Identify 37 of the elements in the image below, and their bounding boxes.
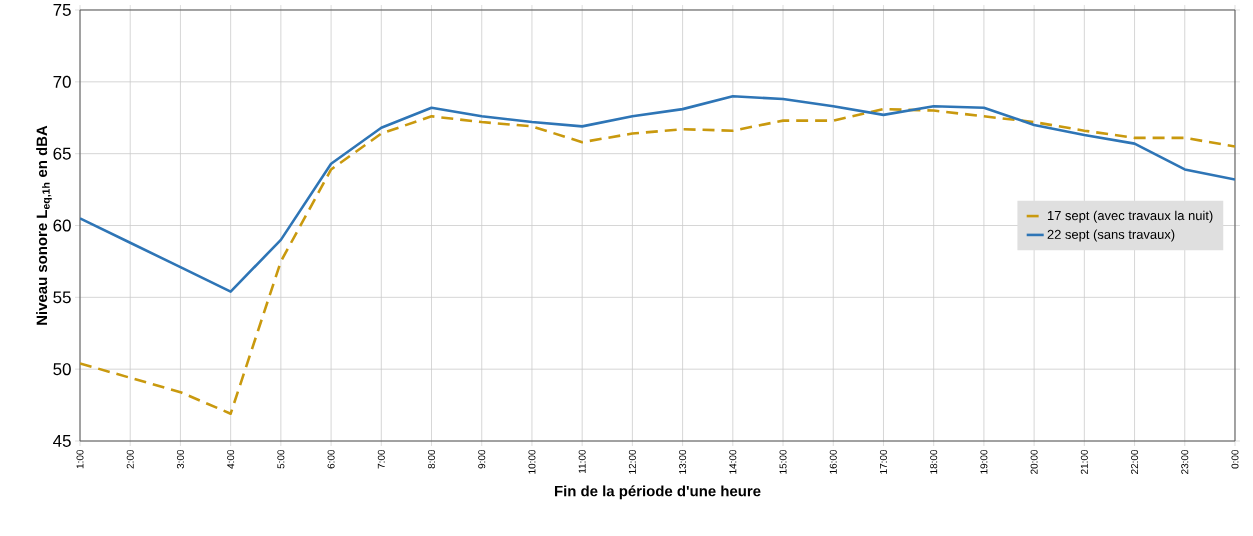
x-tick-label: 5:00	[277, 449, 285, 469]
legend-label: 22 sept (sans travaux)	[1047, 229, 1175, 242]
x-tick-label: 14:00	[729, 449, 737, 474]
x-tick-label: 2:00	[126, 449, 134, 469]
x-tick-label: 8:00	[427, 449, 436, 469]
y-tick-label: 60	[53, 219, 71, 232]
x-tick-label: 15:00	[779, 449, 787, 474]
x-tick-label: 6:00	[327, 449, 335, 469]
y-tick-label: 75	[53, 4, 71, 16]
x-axis-title: Fin de la période d'une heure	[555, 485, 761, 500]
y-tick-label: 65	[53, 147, 71, 160]
x-tick-label: 17:00	[879, 449, 887, 474]
x-tick-label: 23:00	[1181, 449, 1189, 474]
line-series	[80, 107, 1235, 415]
x-tick-label: 11:00	[578, 449, 586, 473]
x-tick-label: 19:00	[980, 449, 988, 474]
x-tick-label: 12:00	[628, 449, 636, 474]
y-axis-title: Niveau sonore L$_{eq,1h}$ en dBA	[36, 125, 52, 325]
x-tick-label: 18:00	[930, 449, 938, 474]
x-tick-label: 22:00	[1131, 449, 1139, 474]
x-tick-label: 9:00	[478, 449, 486, 469]
x-tick-label: 10:00	[528, 449, 536, 474]
y-tick-label: 50	[53, 363, 71, 376]
x-tick-label: 0:00	[1231, 449, 1239, 469]
x-tick-label: 21:00	[1080, 449, 1088, 474]
legend-label: 17 sept (avec travaux la nuit)	[1047, 210, 1213, 223]
y-tick-label: 55	[53, 291, 71, 304]
x-tick-label: 1:00	[76, 449, 84, 469]
x-tick-label: 7:00	[377, 449, 385, 469]
line-series	[80, 94, 1235, 293]
x-tick-label: 16:00	[829, 449, 837, 474]
y-tick-label: 70	[53, 75, 71, 88]
x-tick-label: 4:00	[227, 449, 235, 469]
x-tick-label: 20:00	[1030, 449, 1038, 474]
y-tick-label: 45	[53, 435, 71, 447]
x-tick-label: 13:00	[679, 449, 687, 474]
x-tick-label: 3:00	[176, 449, 184, 469]
